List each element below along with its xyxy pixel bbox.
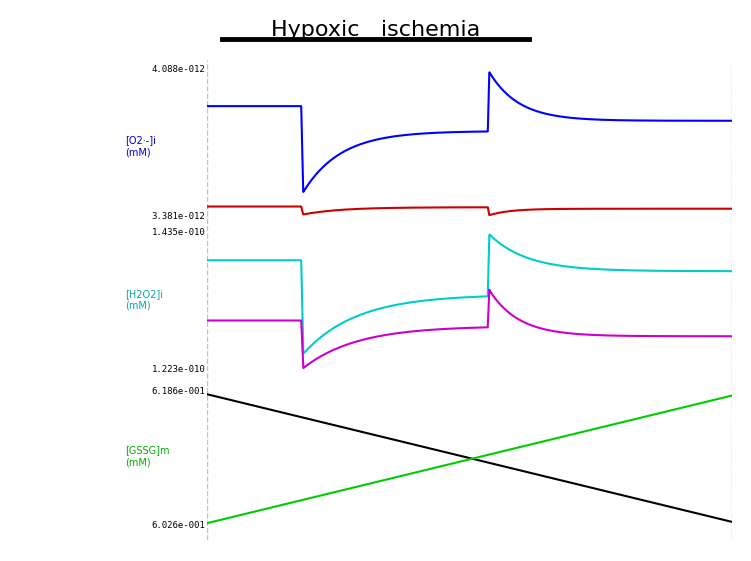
Text: [H2O2]i
(mM): [H2O2]i (mM) [125, 289, 163, 311]
Text: 6.186e-001: 6.186e-001 [152, 387, 206, 396]
Text: 4.088e-012: 4.088e-012 [152, 65, 206, 74]
Text: [O2·-]i
(mM): [O2·-]i (mM) [125, 136, 156, 157]
Text: 6.026e-001: 6.026e-001 [152, 522, 206, 531]
Text: 1.223e-010: 1.223e-010 [152, 365, 206, 374]
Text: Hypoxic   ischemia: Hypoxic ischemia [271, 20, 480, 40]
Text: 1.435e-010: 1.435e-010 [152, 228, 206, 237]
Text: 3.381e-012: 3.381e-012 [152, 211, 206, 220]
Text: [GSSG]m
(mM): [GSSG]m (mM) [125, 445, 170, 467]
